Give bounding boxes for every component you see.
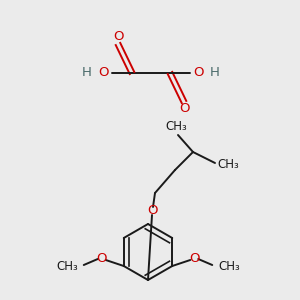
Text: H: H [210, 67, 220, 80]
Text: O: O [147, 203, 157, 217]
Text: O: O [193, 67, 203, 80]
Text: O: O [113, 31, 123, 44]
Text: O: O [189, 251, 200, 265]
Text: CH₃: CH₃ [165, 121, 187, 134]
Text: H: H [82, 67, 92, 80]
Text: CH₃: CH₃ [56, 260, 78, 274]
Text: O: O [97, 251, 107, 265]
Text: CH₃: CH₃ [217, 158, 239, 170]
Text: O: O [98, 67, 109, 80]
Text: CH₃: CH₃ [218, 260, 240, 274]
Text: O: O [179, 103, 189, 116]
